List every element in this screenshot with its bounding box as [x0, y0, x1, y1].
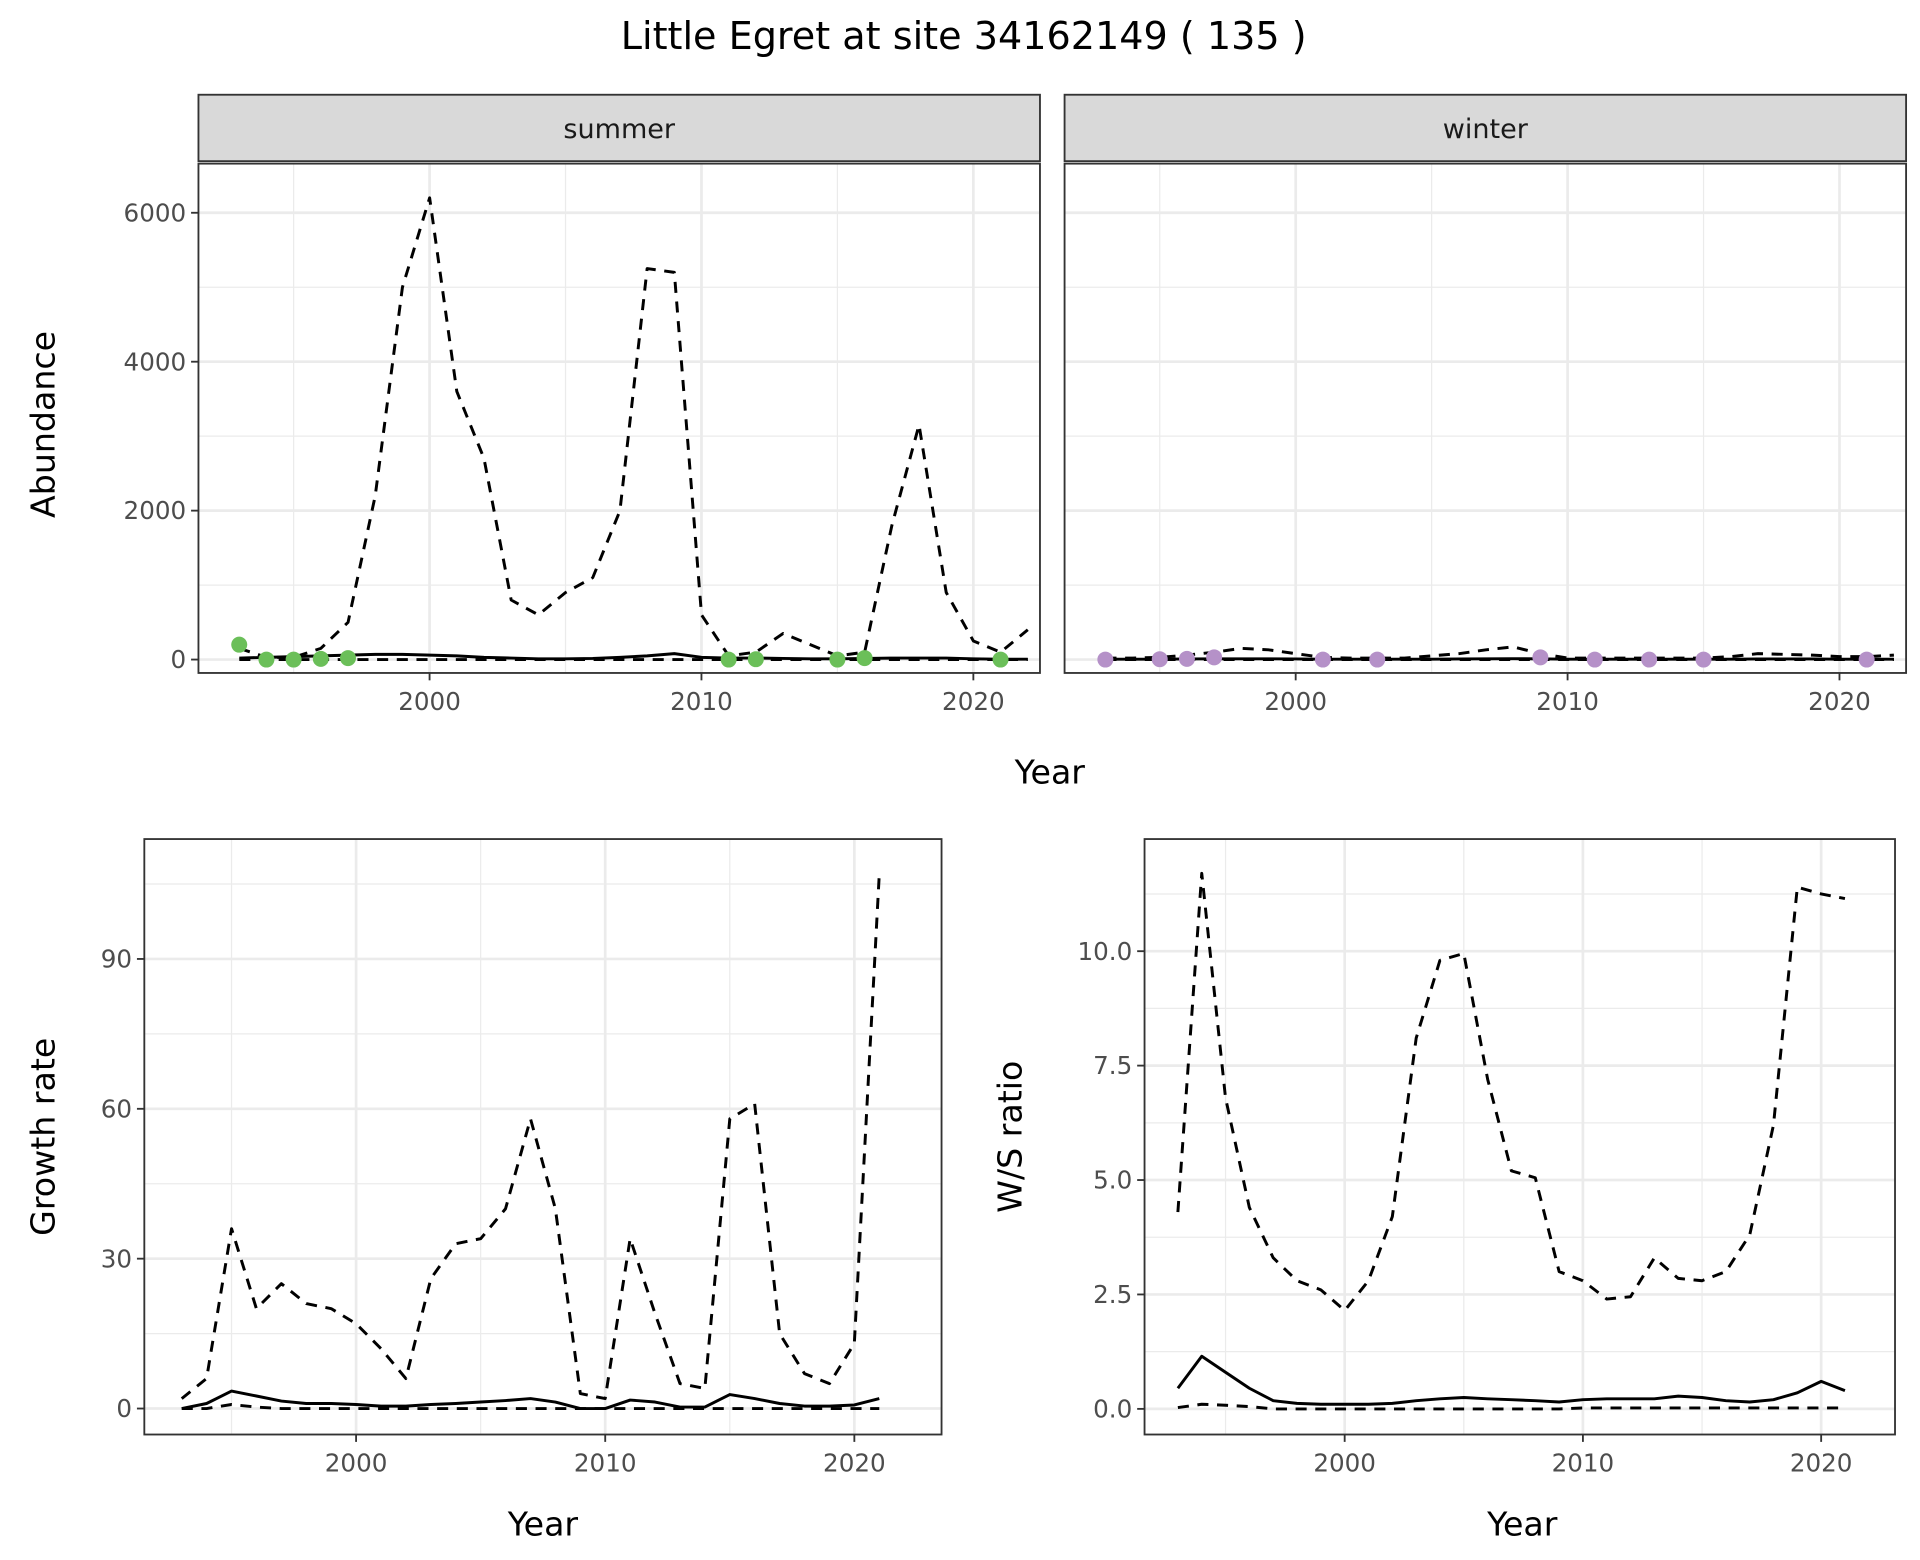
- data-point: [1641, 651, 1658, 668]
- data-point: [747, 651, 764, 668]
- panel-border: [197, 162, 1041, 674]
- y-tick-label: 2.5: [1093, 1280, 1132, 1309]
- x-tick-label: 2000: [1313, 1448, 1376, 1477]
- x-tick-label: 2010: [1552, 1448, 1615, 1477]
- y-tick-label: 2000: [124, 496, 187, 525]
- data-point: [1858, 651, 1875, 668]
- y-axis-label-ws: W/S ratio: [991, 1061, 1030, 1213]
- x-tick-label: 2000: [398, 687, 461, 716]
- data-point: [1206, 649, 1223, 666]
- panel-border: [1143, 838, 1896, 1436]
- facet-strip: [1063, 93, 1908, 163]
- x-tick-label: 2020: [1790, 1448, 1853, 1477]
- panel-border: [143, 838, 943, 1436]
- x-tick-label: 2010: [1536, 687, 1599, 716]
- facet-strip: [197, 93, 1041, 163]
- y-tick-label: 0.0: [1093, 1394, 1132, 1423]
- x-tick-label: 2020: [942, 687, 1005, 716]
- series-line-upper: [180, 873, 881, 1401]
- panel-winter: winter 2000 2010 2020: [1063, 93, 1908, 716]
- x-tick-label: 2000: [325, 1448, 388, 1477]
- y-tick-label: 60: [101, 1094, 132, 1123]
- data-point: [312, 650, 329, 667]
- data-point: [1097, 651, 1114, 668]
- data-point: [1586, 651, 1603, 668]
- y-tick-label: 90: [101, 945, 132, 974]
- data-point: [992, 651, 1009, 668]
- y-tick-label: 0: [170, 645, 186, 674]
- data-point: [1178, 650, 1195, 667]
- facet-strip-label: winter: [1443, 114, 1529, 145]
- data-point: [231, 636, 248, 653]
- series-line-lower: [181, 1403, 880, 1411]
- data-point: [339, 650, 356, 667]
- series-line-upper: [1105, 645, 1894, 660]
- series-line-lower: [1177, 1402, 1845, 1411]
- panel-background: [144, 839, 942, 1435]
- data-point: [829, 651, 846, 668]
- series-line-estimate: [1176, 1354, 1846, 1406]
- data-point: [720, 651, 737, 668]
- data-point: [856, 650, 873, 667]
- panel-background: [198, 163, 1040, 673]
- y-axis-label-abundance: Abundance: [24, 331, 63, 518]
- x-axis-label-growth: Year: [507, 1504, 579, 1543]
- y-tick-label: 0: [116, 1394, 132, 1423]
- series-line-upper: [1176, 871, 1846, 1312]
- x-tick-label: 2000: [1264, 687, 1327, 716]
- series-line-estimate: [181, 1389, 880, 1411]
- panel-summer: summer 2000 2010 2020 0 2000 4000 6000: [124, 93, 1041, 716]
- chart-title: Little Egret at site 34162149 ( 135 ): [621, 14, 1307, 58]
- facet-strip-label: summer: [563, 114, 676, 145]
- x-tick-label: 2020: [1808, 687, 1871, 716]
- x-tick-label: 2010: [574, 1448, 637, 1477]
- data-point: [258, 651, 275, 668]
- data-point: [1695, 651, 1712, 668]
- panel-ws-ratio: 2000 2010 2020 0.0 2.5 5.0 7.5 10.0: [1077, 838, 1896, 1477]
- data-point: [1314, 651, 1331, 668]
- y-tick-label: 4000: [124, 347, 187, 376]
- panel-growth: 2000 2010 2020 0 30 60 90: [101, 838, 943, 1477]
- data-point: [285, 651, 302, 668]
- series-line-upper: [238, 196, 1029, 659]
- y-axis-label-growth: Growth rate: [24, 1038, 63, 1236]
- data-point: [1532, 649, 1549, 666]
- y-tick-label: 7.5: [1093, 1051, 1132, 1080]
- data-point: [1151, 651, 1168, 668]
- panel-background: [1064, 163, 1907, 673]
- y-tick-label: 5.0: [1093, 1166, 1132, 1195]
- y-tick-label: 30: [101, 1244, 132, 1273]
- y-tick-label: 6000: [124, 198, 187, 227]
- panel-border: [1063, 162, 1908, 674]
- x-axis-label-ws: Year: [1486, 1504, 1558, 1543]
- panel-background: [1144, 839, 1896, 1435]
- y-tick-label: 10.0: [1077, 937, 1132, 966]
- x-axis-label-top: Year: [1014, 753, 1086, 792]
- x-tick-label: 2020: [823, 1448, 886, 1477]
- data-point: [1369, 651, 1386, 668]
- x-tick-label: 2010: [670, 687, 733, 716]
